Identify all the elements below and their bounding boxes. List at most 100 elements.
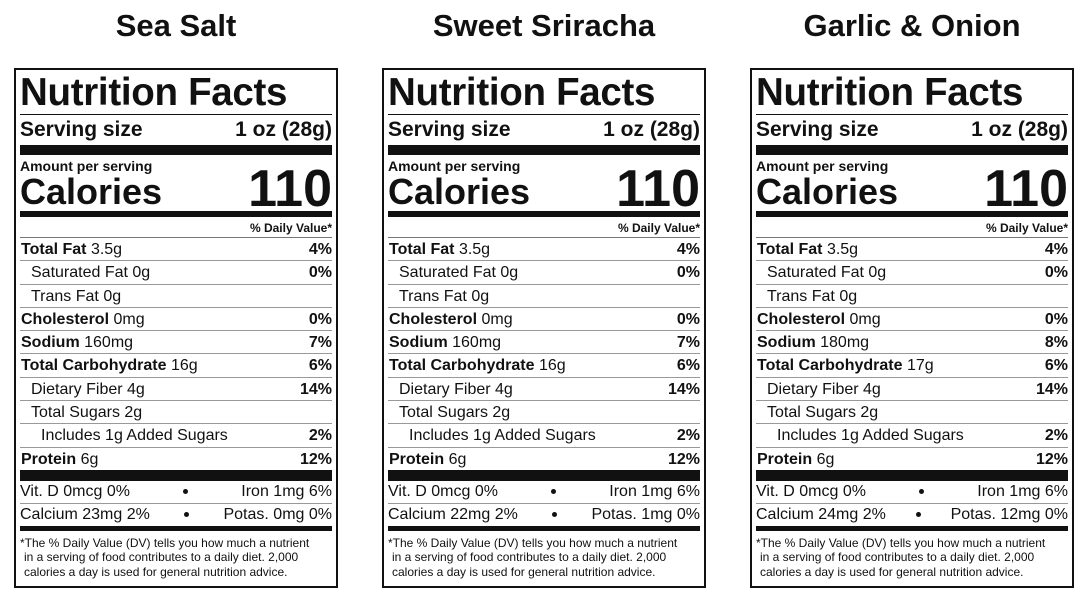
- footnote-line: *The % Daily Value (DV) tells you how mu…: [388, 535, 678, 550]
- label-title: Nutrition Facts: [20, 72, 332, 115]
- daily-value-header: % Daily Value*: [756, 217, 1068, 238]
- nutrient-name: Total Fat: [757, 241, 823, 258]
- calories-label: Calories: [20, 171, 163, 212]
- serving-row: Serving size 1 oz (28g): [20, 115, 332, 145]
- nutrient-left: Total Fat 3.5g: [388, 238, 490, 260]
- mineral-right: Iron 1mg 6%: [609, 483, 700, 501]
- nutrient-left: Dietary Fiber 4g: [388, 378, 513, 400]
- nutrient-row: Sodium 160mg 7%: [20, 331, 332, 355]
- nutrient-dv: 0%: [676, 310, 700, 328]
- nutrient-left: Sodium 160mg: [388, 331, 501, 353]
- thick-rule: [20, 469, 332, 481]
- thick-rule: [20, 145, 332, 155]
- footnote-line: calories a day is used for general nutri…: [760, 564, 1024, 579]
- nutrient-left: Trans Fat 0g: [756, 285, 857, 307]
- nutrient-name: Dietary Fiber 4g: [767, 380, 881, 398]
- nutrient-amount: 6g: [80, 450, 99, 468]
- serving-size: 1 oz (28g): [235, 118, 332, 141]
- medium-rule: [756, 211, 1068, 217]
- nutrient-row: Includes 1g Added Sugars 2%: [20, 424, 332, 448]
- nutrient-dv: 0%: [308, 264, 332, 282]
- nutrient-dv: 12%: [299, 450, 332, 468]
- mineral-right: Iron 1mg 6%: [977, 483, 1068, 501]
- thick-rule: [388, 469, 700, 481]
- nutrient-name: Total Carbohydrate: [389, 357, 535, 375]
- nutrient-name: Sodium: [389, 334, 448, 352]
- label-title: Nutrition Facts: [756, 72, 1068, 115]
- nutrient-row: Protein 6g 12%: [20, 448, 332, 470]
- nutrient-dv: 0%: [1044, 310, 1068, 328]
- mineral-row: Vit. D 0mcg 0% Iron 1mg 6%: [20, 481, 332, 504]
- medium-rule: [756, 525, 1068, 531]
- mineral-row: Calcium 22mg 2% Potas. 1mg 0%: [388, 504, 700, 526]
- bullet: [551, 489, 557, 495]
- nutrient-amount: 0mg: [481, 310, 513, 328]
- nutrition-label: Nutrition Facts Serving size 1 oz (28g) Amo…: [750, 68, 1074, 588]
- nutrient-amount: 160mg: [84, 334, 134, 352]
- nutrient-name: Saturated Fat 0g: [767, 264, 887, 282]
- nutrient-left: Total Fat 3.5g: [20, 238, 122, 260]
- calories-row: Calories 110: [20, 163, 332, 215]
- serving-row: Serving size 1 oz (28g): [756, 115, 1068, 145]
- nutrient-name: Sodium: [21, 334, 80, 352]
- serving-size: 1 oz (28g): [603, 118, 700, 141]
- nutrient-left: Protein 6g: [388, 448, 466, 470]
- nutrient-left: Includes 1g Added Sugars: [20, 424, 228, 446]
- mineral-row: Vit. D 0mcg 0% Iron 1mg 6%: [388, 481, 700, 504]
- nutrient-name: Sodium: [757, 334, 816, 352]
- nutrient-left: Cholesterol 0mg: [756, 308, 881, 330]
- nutrient-amount: 160mg: [452, 334, 502, 352]
- nutrient-dv: 6%: [676, 357, 700, 375]
- nutrient-name: Trans Fat 0g: [399, 287, 490, 305]
- nutrient-row: Includes 1g Added Sugars 2%: [388, 424, 700, 448]
- calories-value: 110: [248, 160, 332, 218]
- nutrient-name: Total Sugars 2g: [399, 404, 511, 422]
- nutrient-name: Saturated Fat 0g: [31, 264, 151, 282]
- nutrient-name: Total Carbohydrate: [21, 357, 167, 375]
- amount-per-serving: Amount per serving: [20, 158, 153, 174]
- mineral-row: Vit. D 0mcg 0% Iron 1mg 6%: [756, 481, 1068, 504]
- nutrient-dv: 12%: [1035, 450, 1068, 468]
- nutrient-row: Total Sugars 2g: [756, 401, 1068, 425]
- nutrient-row: Dietary Fiber 4g 14%: [388, 378, 700, 402]
- nutrient-left: Saturated Fat 0g: [20, 261, 150, 283]
- nutrient-left: Trans Fat 0g: [20, 285, 121, 307]
- nutrient-left: Includes 1g Added Sugars: [388, 424, 596, 446]
- nutrient-row: Sodium 180mg 8%: [756, 331, 1068, 355]
- nutrient-list: Total Fat 3.5g 4% Saturated Fat 0g 0% Trans …: [20, 238, 332, 470]
- nutrient-name: Total Fat: [21, 241, 87, 258]
- footnote: *The % Daily Value (DV) tells you how mu…: [756, 531, 1068, 580]
- mineral-right: Potas. 0mg 0%: [223, 506, 332, 524]
- serving-label: Serving size: [20, 118, 143, 141]
- nutrient-row: Cholesterol 0mg 0%: [756, 308, 1068, 332]
- nutrient-dv: 14%: [299, 380, 332, 398]
- nutrient-row: Trans Fat 0g: [756, 285, 1068, 308]
- nutrient-name: Includes 1g Added Sugars: [41, 427, 228, 445]
- mineral-left: Vit. D 0mcg 0%: [388, 483, 498, 501]
- nutrient-left: Saturated Fat 0g: [388, 261, 518, 283]
- nutrient-list: Total Fat 3.5g 4% Saturated Fat 0g 0% Trans …: [756, 238, 1068, 470]
- mineral-list: Vit. D 0mcg 0% Iron 1mg 6% Calcium 24mg 2%…: [756, 481, 1068, 526]
- nutrient-amount: 6g: [448, 450, 467, 468]
- nutrient-name: Includes 1g Added Sugars: [409, 427, 596, 445]
- medium-rule: [20, 211, 332, 217]
- nutrient-dv: 0%: [1044, 264, 1068, 282]
- daily-value-header: % Daily Value*: [20, 217, 332, 238]
- nutrient-left: Protein 6g: [756, 448, 834, 470]
- nutrient-dv: 7%: [676, 334, 700, 352]
- nutrient-dv: 2%: [676, 427, 700, 445]
- flavor-title: Garlic & Onion: [803, 8, 1021, 43]
- nutrient-row: Dietary Fiber 4g 14%: [20, 378, 332, 402]
- mineral-row: Calcium 24mg 2% Potas. 12mg 0%: [756, 504, 1068, 526]
- mineral-list: Vit. D 0mcg 0% Iron 1mg 6% Calcium 22mg 2%…: [388, 481, 700, 526]
- calories-row: Calories 110: [756, 163, 1068, 215]
- nutrient-amount: 16g: [170, 357, 198, 375]
- footnote-line: *The % Daily Value (DV) tells you how mu…: [756, 535, 1046, 550]
- nutrient-left: Saturated Fat 0g: [756, 261, 886, 283]
- mineral-left: Calcium 24mg 2%: [756, 506, 886, 524]
- nutrient-row: Protein 6g 12%: [756, 448, 1068, 470]
- nutrient-row: Includes 1g Added Sugars 2%: [756, 424, 1068, 448]
- serving-label: Serving size: [388, 118, 511, 141]
- nutrient-left: Total Carbohydrate 16g: [388, 354, 566, 376]
- nutrient-left: Total Carbohydrate 16g: [20, 354, 198, 376]
